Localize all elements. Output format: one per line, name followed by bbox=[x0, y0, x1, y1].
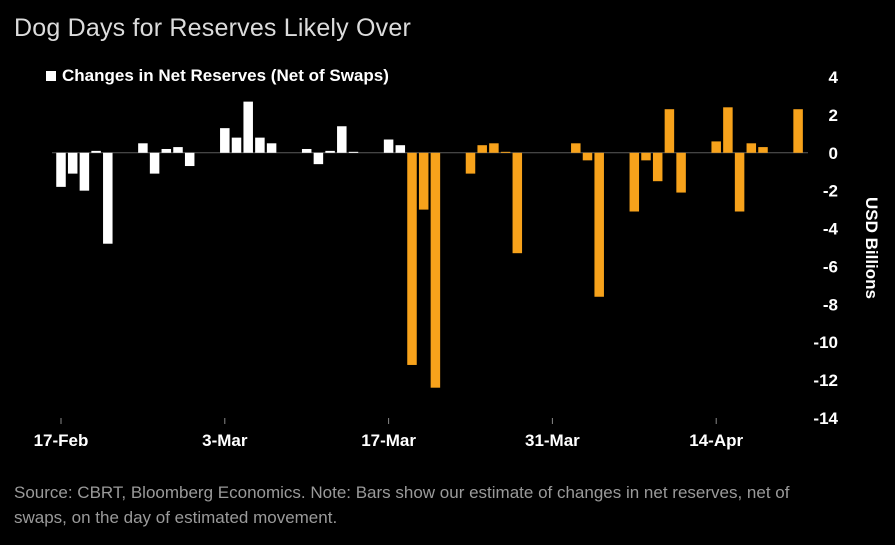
x-axis-ticks: 17-Feb 3-Mar 17-Mar 31-Mar 14-Apr bbox=[34, 418, 744, 450]
chart-legend: Changes in Net Reserves (Net of Swaps) bbox=[46, 66, 389, 86]
bar bbox=[255, 137, 265, 153]
bar bbox=[418, 152, 429, 210]
bar-chart: 4 2 0 -2 -4 -6 -8 -10 -12 -14 17-Feb 3-Mar 17-Mar 31… bbox=[34, 68, 881, 450]
bar bbox=[383, 139, 394, 153]
bar bbox=[173, 147, 183, 153]
bar bbox=[641, 152, 651, 161]
bar bbox=[220, 128, 230, 153]
bars-group bbox=[52, 101, 808, 388]
bar bbox=[56, 152, 66, 187]
x-tick-label: 17-Feb bbox=[34, 431, 89, 450]
bar bbox=[746, 143, 757, 153]
bar bbox=[758, 147, 768, 153]
y-tick-label: -2 bbox=[823, 182, 838, 201]
y-tick-label: -10 bbox=[813, 333, 838, 352]
bar bbox=[793, 109, 803, 153]
bar bbox=[243, 101, 253, 153]
bar bbox=[337, 126, 347, 153]
bar bbox=[313, 152, 324, 165]
bar bbox=[103, 152, 113, 244]
y-tick-label: -6 bbox=[823, 257, 838, 276]
y-axis-ticks: 4 2 0 -2 -4 -6 -8 -10 -12 -14 bbox=[813, 68, 838, 428]
bar bbox=[348, 151, 359, 153]
y-tick-label: -8 bbox=[823, 295, 838, 314]
bar bbox=[184, 152, 195, 167]
bar bbox=[512, 152, 523, 254]
bar bbox=[231, 137, 242, 153]
source-note: Source: CBRT, Bloomberg Economics. Note:… bbox=[14, 483, 790, 527]
bar bbox=[430, 152, 441, 388]
bar bbox=[652, 152, 663, 182]
bar bbox=[67, 152, 78, 174]
bar bbox=[149, 152, 160, 174]
legend-label: Changes in Net Reserves (Net of Swaps) bbox=[62, 66, 389, 85]
bar bbox=[676, 152, 686, 193]
x-tick-label: 17-Mar bbox=[361, 431, 416, 450]
bar bbox=[582, 152, 593, 161]
bar bbox=[301, 148, 312, 153]
bar bbox=[138, 143, 148, 153]
y-tick-label: -4 bbox=[823, 220, 839, 239]
bar bbox=[266, 143, 277, 153]
bar bbox=[161, 148, 172, 153]
bar bbox=[395, 145, 406, 153]
y-tick-label: 2 bbox=[829, 106, 838, 125]
bar bbox=[477, 145, 487, 153]
legend-swatch bbox=[46, 71, 56, 81]
bar bbox=[571, 143, 581, 153]
bar bbox=[664, 109, 675, 153]
y-tick-label: -14 bbox=[813, 409, 838, 428]
bar bbox=[91, 150, 101, 153]
bar bbox=[325, 150, 335, 153]
x-tick-label: 14-Apr bbox=[689, 431, 743, 450]
y-axis-label: USD Billions bbox=[862, 197, 881, 299]
y-tick-label: 4 bbox=[829, 68, 839, 87]
bar bbox=[734, 152, 745, 212]
y-tick-label: 0 bbox=[829, 144, 838, 163]
bar bbox=[711, 141, 721, 153]
bar bbox=[723, 107, 733, 153]
x-tick-label: 31-Mar bbox=[525, 431, 580, 450]
y-tick-label: -12 bbox=[813, 371, 838, 390]
x-tick-label: 3-Mar bbox=[202, 431, 248, 450]
bar bbox=[629, 152, 640, 212]
bar bbox=[465, 152, 476, 174]
bar bbox=[500, 151, 511, 153]
bar bbox=[407, 152, 417, 365]
chart-title: Dog Days for Reserves Likely Over bbox=[14, 14, 412, 42]
bar bbox=[79, 152, 90, 191]
bar bbox=[594, 152, 604, 297]
bar bbox=[489, 143, 499, 153]
